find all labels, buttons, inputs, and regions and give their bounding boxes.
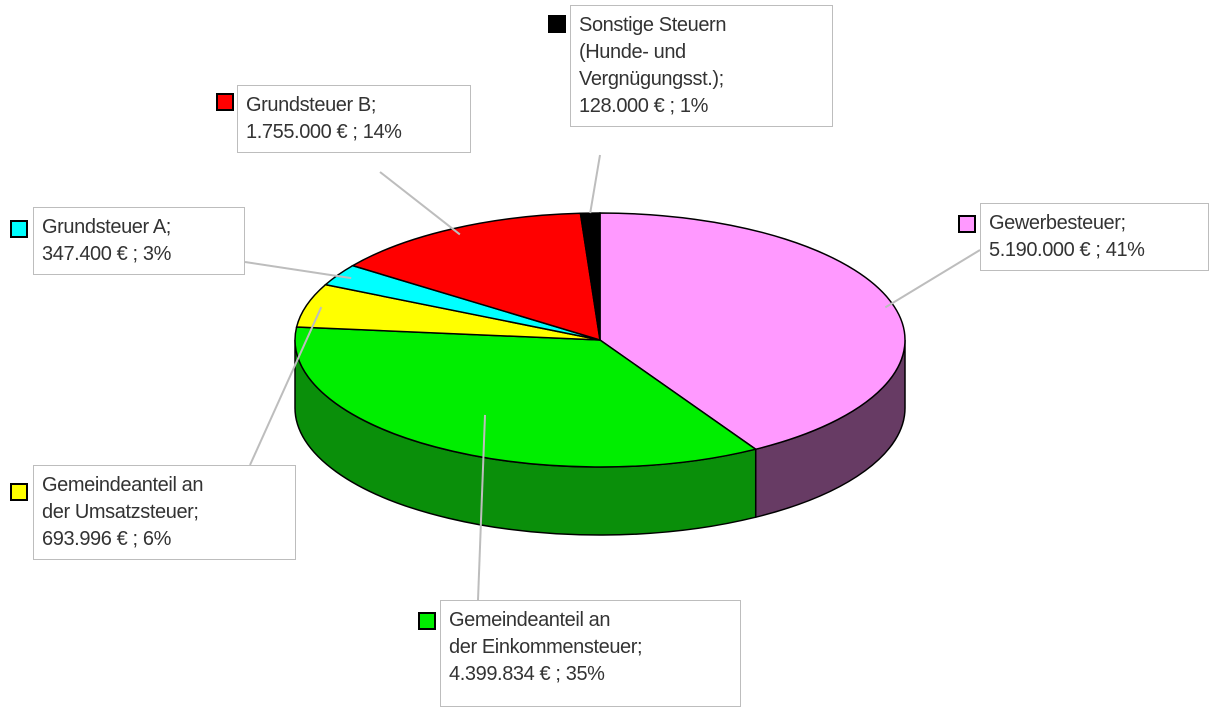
data-label: Gewerbesteuer; 5.190.000 € ; 41% bbox=[980, 203, 1209, 271]
category-label: Grundsteuer B; bbox=[246, 94, 377, 116]
leader-line bbox=[379, 171, 461, 236]
legend-key bbox=[418, 612, 436, 630]
data-label: Gemeindeanteil an der Umsatzsteuer; 693.9… bbox=[33, 465, 296, 560]
value-label: 128.000 € ; 1% bbox=[579, 95, 708, 117]
leader-line bbox=[884, 249, 981, 309]
leader-line bbox=[244, 261, 352, 280]
value-label: 347.400 € ; 3% bbox=[42, 243, 171, 265]
category-label: Gewerbesteuer; bbox=[989, 212, 1126, 234]
leader-line bbox=[477, 414, 487, 601]
legend-key bbox=[958, 215, 976, 233]
category-label: Gemeindeanteil an der Einkommensteuer; bbox=[449, 609, 643, 658]
slice bbox=[599, 212, 906, 451]
legend-key bbox=[10, 220, 28, 238]
data-label: Gemeindeanteil an der Einkommensteuer; 4.… bbox=[440, 600, 741, 707]
value-label: 5.190.000 € ; 41% bbox=[989, 239, 1145, 261]
leader-line bbox=[249, 306, 323, 466]
legend-key bbox=[548, 15, 566, 33]
category-label: Gemeindeanteil an der Umsatzsteuer; bbox=[42, 474, 204, 523]
value-label: 1.755.000 € ; 14% bbox=[246, 121, 402, 143]
category-label: Sonstige Steuern (Hunde- und Vergnügungs… bbox=[579, 14, 727, 90]
data-label: Grundsteuer A; 347.400 € ; 3% bbox=[33, 207, 245, 275]
legend-key bbox=[10, 483, 28, 501]
value-label: 693.996 € ; 6% bbox=[42, 528, 171, 550]
value-label: 4.399.834 € ; 35% bbox=[449, 663, 605, 685]
data-label: Sonstige Steuern (Hunde- und Vergnügungs… bbox=[570, 5, 833, 127]
leader-line bbox=[589, 154, 601, 214]
slice bbox=[294, 326, 758, 468]
data-label: Grundsteuer B; 1.755.000 € ; 14% bbox=[237, 85, 471, 153]
legend-key bbox=[216, 93, 234, 111]
category-label: Grundsteuer A; bbox=[42, 216, 171, 238]
